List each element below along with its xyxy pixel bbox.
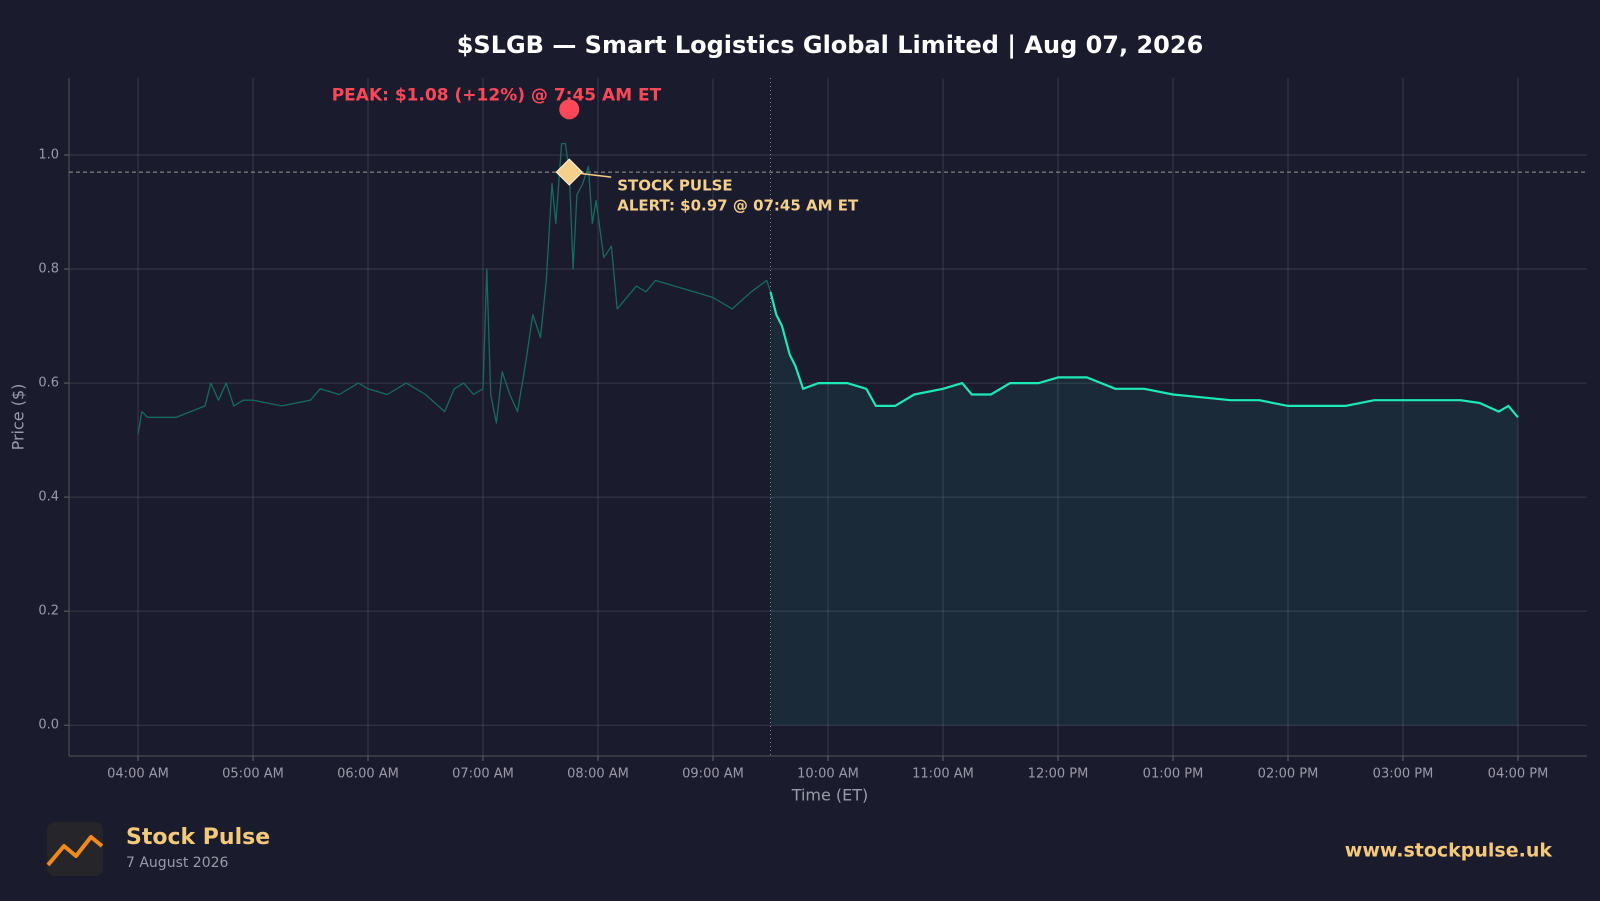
x-tick-label: 05:00 AM (222, 767, 284, 782)
y-tick-label: 0.4 (38, 490, 59, 505)
x-tick-label: 06:00 AM (337, 767, 399, 782)
logo (46, 822, 104, 876)
x-tick-label: 04:00 AM (107, 767, 169, 782)
logo-box (47, 822, 103, 876)
x-tick-label: 03:00 PM (1373, 767, 1434, 782)
website: www.stockpulse.uk (1345, 840, 1553, 862)
price-line (137, 142, 772, 435)
peak-marker (559, 99, 580, 120)
x-tick-label: 11:00 AM (912, 767, 974, 782)
alert-label: ALERT: $0.97 @ 07:45 AM ET (617, 197, 859, 215)
area-fill (770, 291, 1518, 726)
price-line (769, 291, 1519, 419)
y-tick-label: 0.0 (38, 718, 59, 733)
x-tick-label: 07:00 AM (452, 767, 514, 782)
y-tick-label: 0.2 (38, 604, 59, 619)
x-tick-label: 10:00 AM (797, 767, 859, 782)
x-tick-label: 12:00 PM (1028, 767, 1089, 782)
chart-title: $SLGB — Smart Logistics Global Limited |… (457, 31, 1204, 59)
y-axis-label: Price ($) (9, 384, 28, 451)
y-tick-label: 0.8 (38, 262, 59, 277)
x-tick-label: 04:00 PM (1488, 767, 1549, 782)
x-axis-label: Time (ET) (791, 786, 869, 805)
alert-label: STOCK PULSE (617, 177, 732, 195)
x-tick-label: 01:00 PM (1143, 767, 1204, 782)
alert-marker (555, 158, 583, 186)
brand: Stock Pulse (126, 825, 270, 850)
x-tick-label: 02:00 PM (1258, 767, 1319, 782)
y-tick-label: 1.0 (38, 147, 59, 162)
peak-label: PEAK: $1.08 (+12%) @ 7:45 AM ET (332, 85, 662, 105)
date: 7 August 2026 (126, 855, 229, 871)
logo-icon (46, 835, 104, 867)
x-tick-label: 09:00 AM (682, 767, 744, 782)
y-tick-label: 0.6 (38, 376, 59, 391)
x-tick-label: 08:00 AM (567, 767, 629, 782)
